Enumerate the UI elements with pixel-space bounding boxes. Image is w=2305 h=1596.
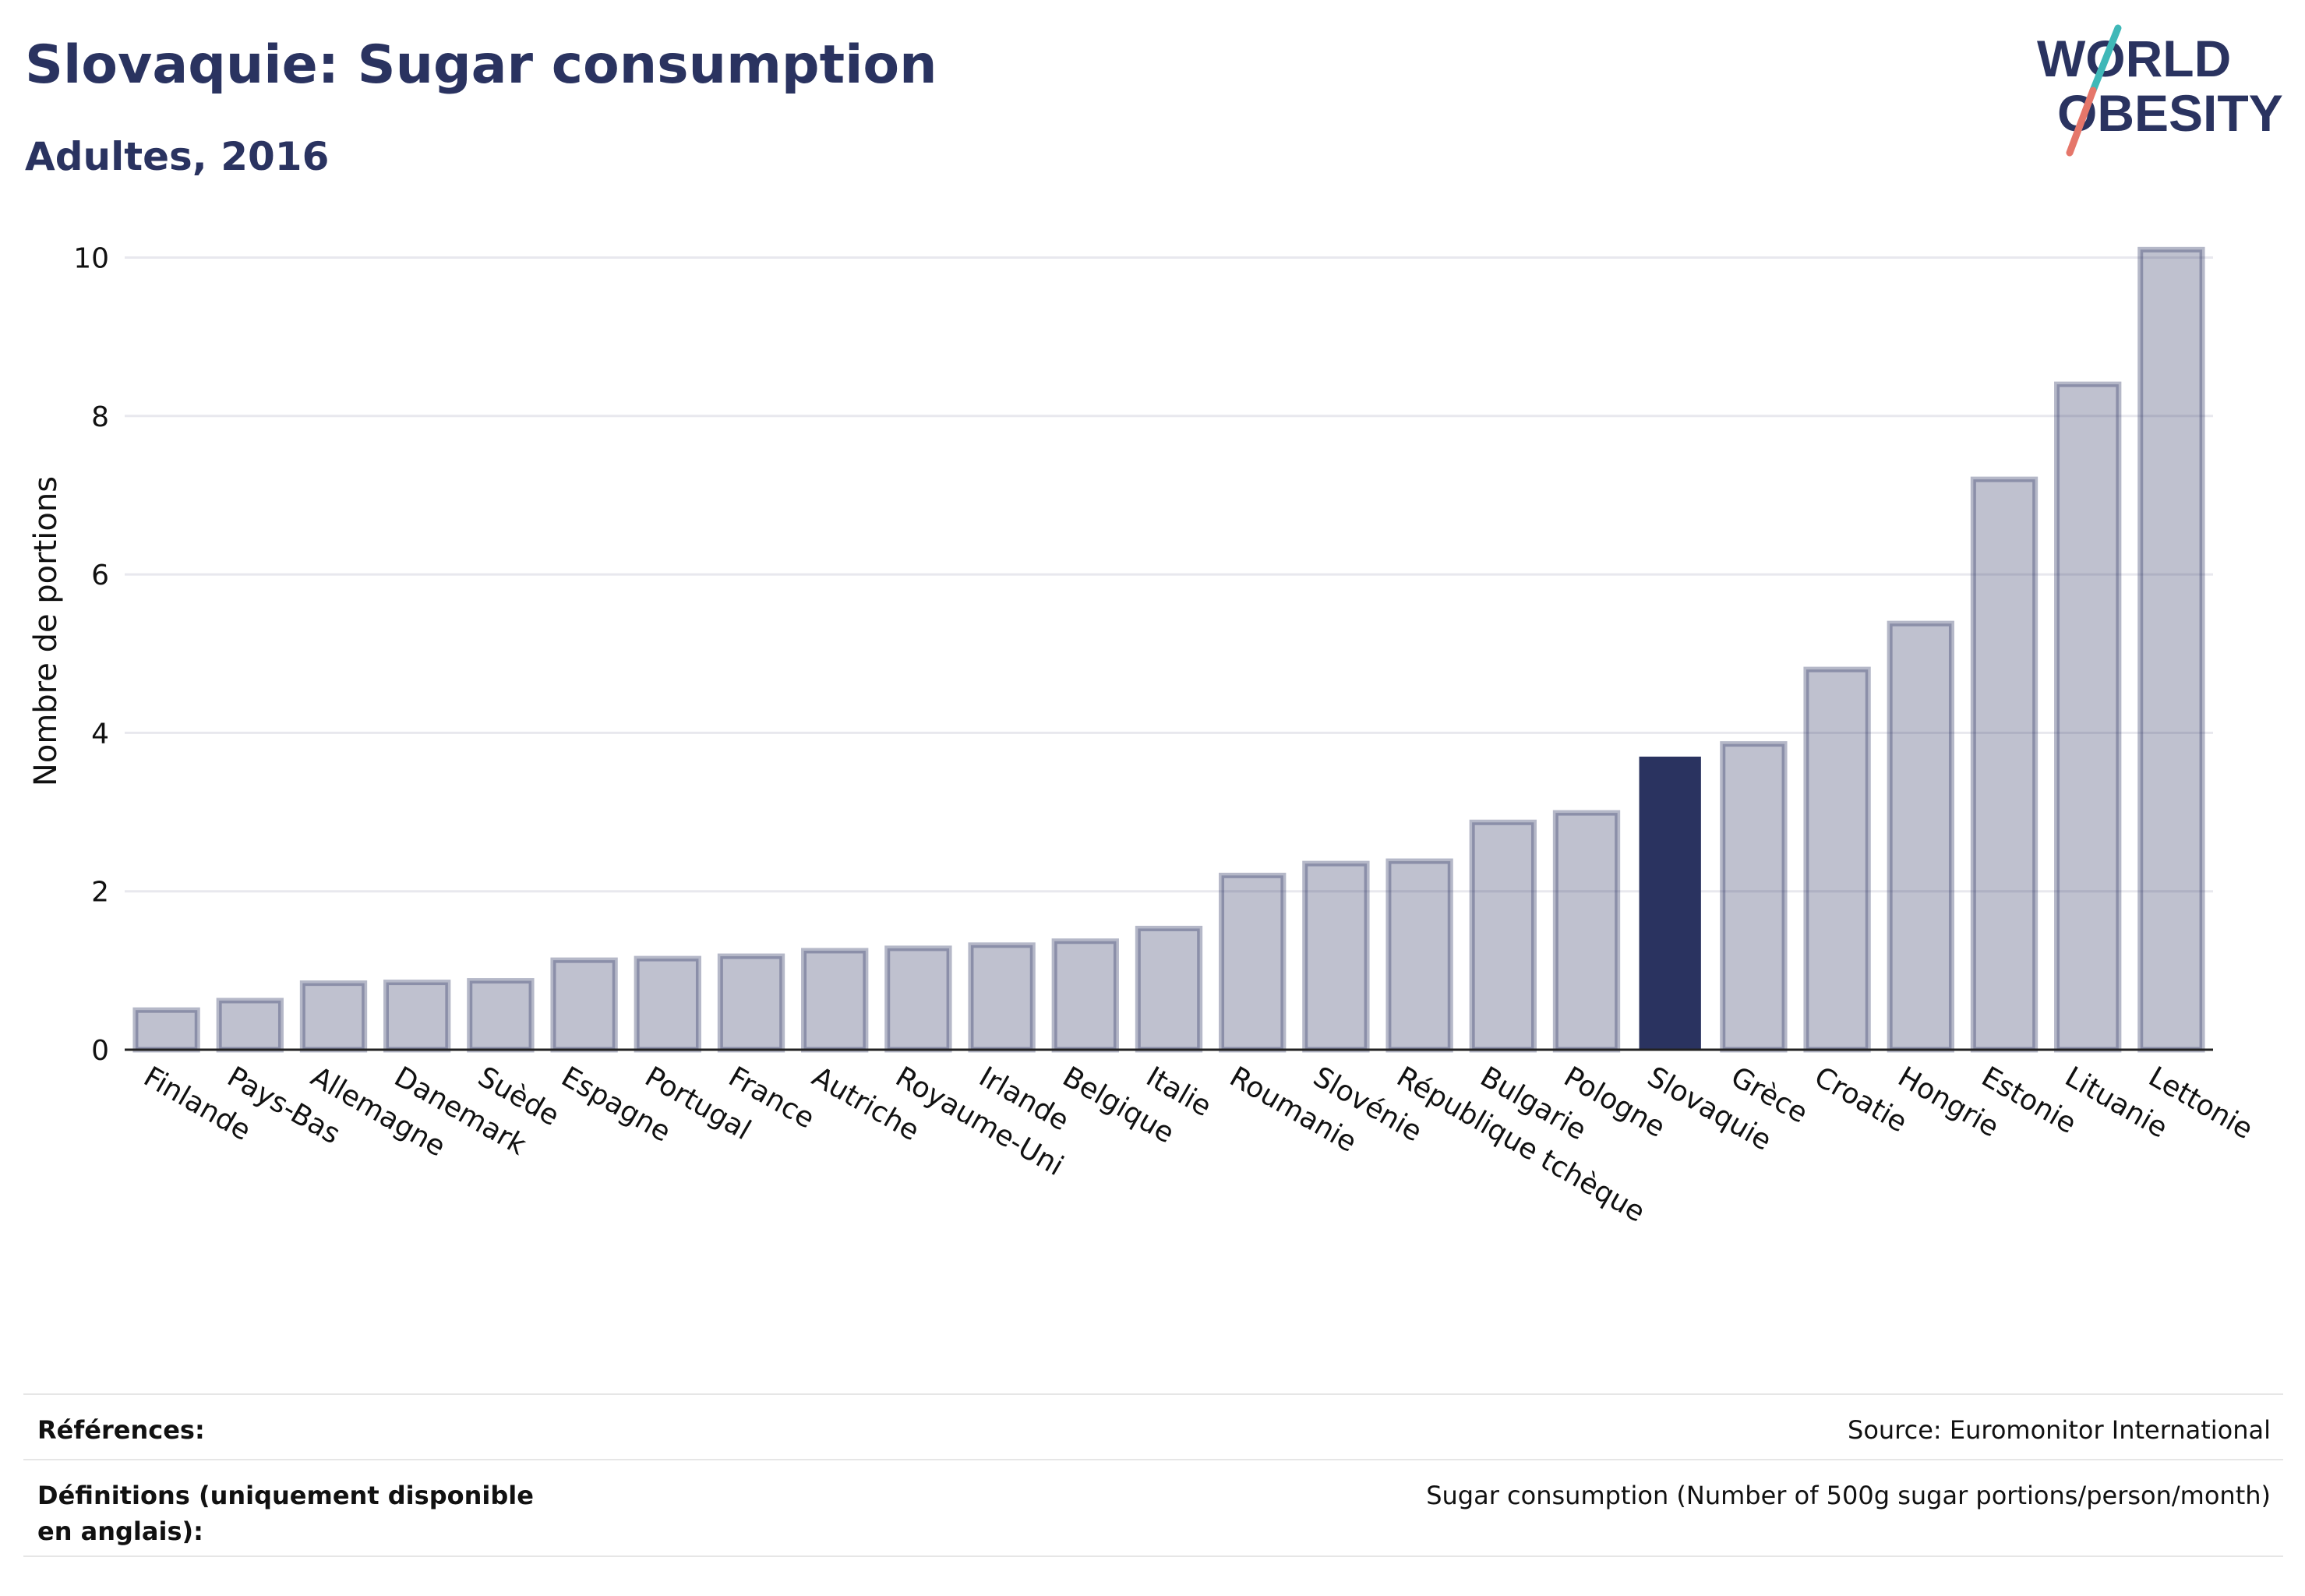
chart-title: Slovaquie: Sugar consumption [25, 34, 937, 96]
y-tick-label: 0 [91, 1035, 109, 1067]
footer-divider-middle [23, 1459, 2283, 1460]
references-value: Source: Euromonitor International [1848, 1415, 2271, 1445]
bar-danemark [383, 980, 451, 1053]
footer-divider-top [23, 1393, 2283, 1395]
bar-finlande [132, 1007, 200, 1053]
world-obesity-logo: WORLD OBESITY [2037, 24, 2283, 157]
logo-word-world: WORLD [2037, 30, 2231, 87]
bar-estonie [1970, 476, 2038, 1053]
bar-belgique [1051, 938, 1119, 1053]
y-tick-label: 10 [73, 242, 109, 274]
chart-subtitle: Adultes, 2016 [25, 134, 330, 179]
bar-portugal [634, 955, 701, 1053]
bar-royaume-uni [884, 945, 952, 1053]
bar-bulgarie [1469, 819, 1537, 1053]
bar-irlande [968, 942, 1036, 1053]
bar-lituanie [2054, 381, 2122, 1053]
footer-divider-bottom [23, 1555, 2283, 1557]
definitions-value: Sugar consumption (Number of 500g sugar … [1426, 1481, 2271, 1510]
definitions-label: Définitions (uniquement disponible en an… [37, 1481, 534, 1546]
bar-slovaquie [1639, 756, 1701, 1050]
bar-croatie [1803, 666, 1871, 1053]
bar-autriche [801, 948, 869, 1053]
bar-chart: 0246810FinlandePays-BasAllemagneDanemark… [28, 242, 2258, 1228]
bar-grèce [1720, 741, 1788, 1053]
bar-espagne [550, 957, 618, 1053]
gridlines [125, 256, 2213, 893]
bar-roumanie [1219, 872, 1287, 1053]
y-tick-label: 2 [91, 877, 109, 909]
bar-lettonie [2137, 246, 2205, 1053]
bar-suède [467, 978, 535, 1053]
bar-république-tchèque [1385, 858, 1453, 1053]
bar-hongrie [1887, 620, 1954, 1053]
bar-italie [1135, 925, 1203, 1053]
bar-france [717, 953, 785, 1053]
y-tick-label: 4 [91, 718, 109, 750]
y-tick-label: 6 [91, 560, 109, 591]
y-tick-label: 8 [91, 401, 109, 433]
bar-pologne [1552, 810, 1621, 1053]
bar-slovénie [1302, 860, 1370, 1053]
bars [132, 246, 2205, 1053]
logo-slash-bottom [2066, 87, 2097, 157]
bar-allemagne [299, 980, 368, 1053]
y-axis-label: Nombre de portions [28, 476, 64, 786]
bar-pays-bas [216, 998, 284, 1053]
x-tick-label: Croatie [1809, 1061, 1912, 1139]
references-label: Références: [37, 1415, 205, 1445]
logo-slash-top [2089, 24, 2122, 94]
